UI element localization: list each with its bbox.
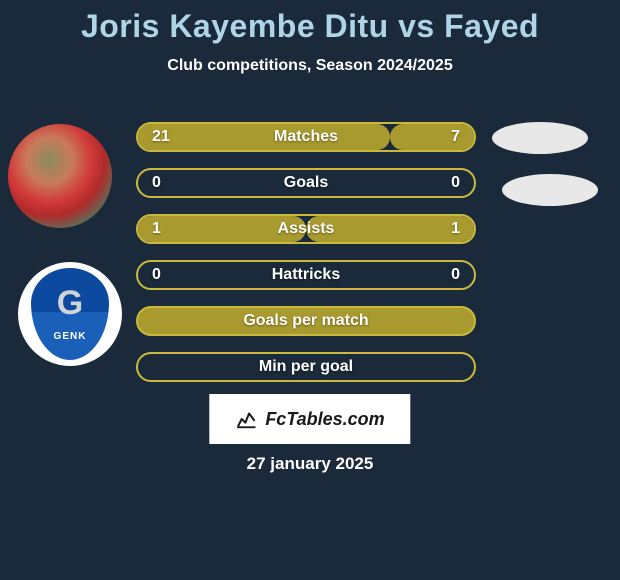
stat-value-left: 21	[152, 128, 170, 146]
stat-label: Assists	[278, 220, 335, 238]
brand-text: FcTables.com	[265, 409, 384, 430]
fctables-badge: FcTables.com	[209, 394, 410, 444]
stat-label: Goals per match	[243, 312, 368, 330]
stat-label: Matches	[274, 128, 338, 146]
comparison-title: Joris Kayembe Ditu vs Fayed	[0, 0, 620, 45]
stat-fill-left	[138, 124, 390, 150]
stat-row-min-per-goal: Min per goal	[136, 352, 476, 382]
stat-value-right: 0	[451, 266, 460, 284]
stat-row-assists: 1 1 Assists	[136, 214, 476, 244]
stat-row-matches: 21 7 Matches	[136, 122, 476, 152]
stat-row-hattricks: 0 0 Hattricks	[136, 260, 476, 290]
stat-value-left: 0	[152, 174, 161, 192]
placeholder-oval-1	[502, 174, 598, 206]
player1-avatar	[8, 124, 112, 228]
stat-value-left: 1	[152, 220, 161, 238]
stat-value-right: 0	[451, 174, 460, 192]
stat-value-right: 1	[451, 220, 460, 238]
stat-label: Hattricks	[272, 266, 340, 284]
snapshot-date: 27 january 2025	[247, 454, 374, 474]
stat-fill-right	[390, 124, 474, 150]
genk-shield-icon: G GENK	[31, 268, 109, 360]
club-letter: G	[57, 284, 83, 323]
placeholder-oval-0	[492, 122, 588, 154]
player2-club-badge: G GENK	[18, 262, 122, 366]
stats-container: 21 7 Matches 0 0 Goals 1 1 Assists 0 0 Hattricks Goa…	[136, 122, 476, 398]
chart-icon	[235, 408, 257, 430]
club-name: GENK	[54, 331, 87, 342]
stat-value-left: 0	[152, 266, 161, 284]
stat-value-right: 7	[451, 128, 460, 146]
stat-label: Goals	[284, 174, 328, 192]
stat-row-goals: 0 0 Goals	[136, 168, 476, 198]
stat-label: Min per goal	[259, 358, 353, 376]
season-subtitle: Club competitions, Season 2024/2025	[0, 57, 620, 75]
stat-row-goals-per-match: Goals per match	[136, 306, 476, 336]
